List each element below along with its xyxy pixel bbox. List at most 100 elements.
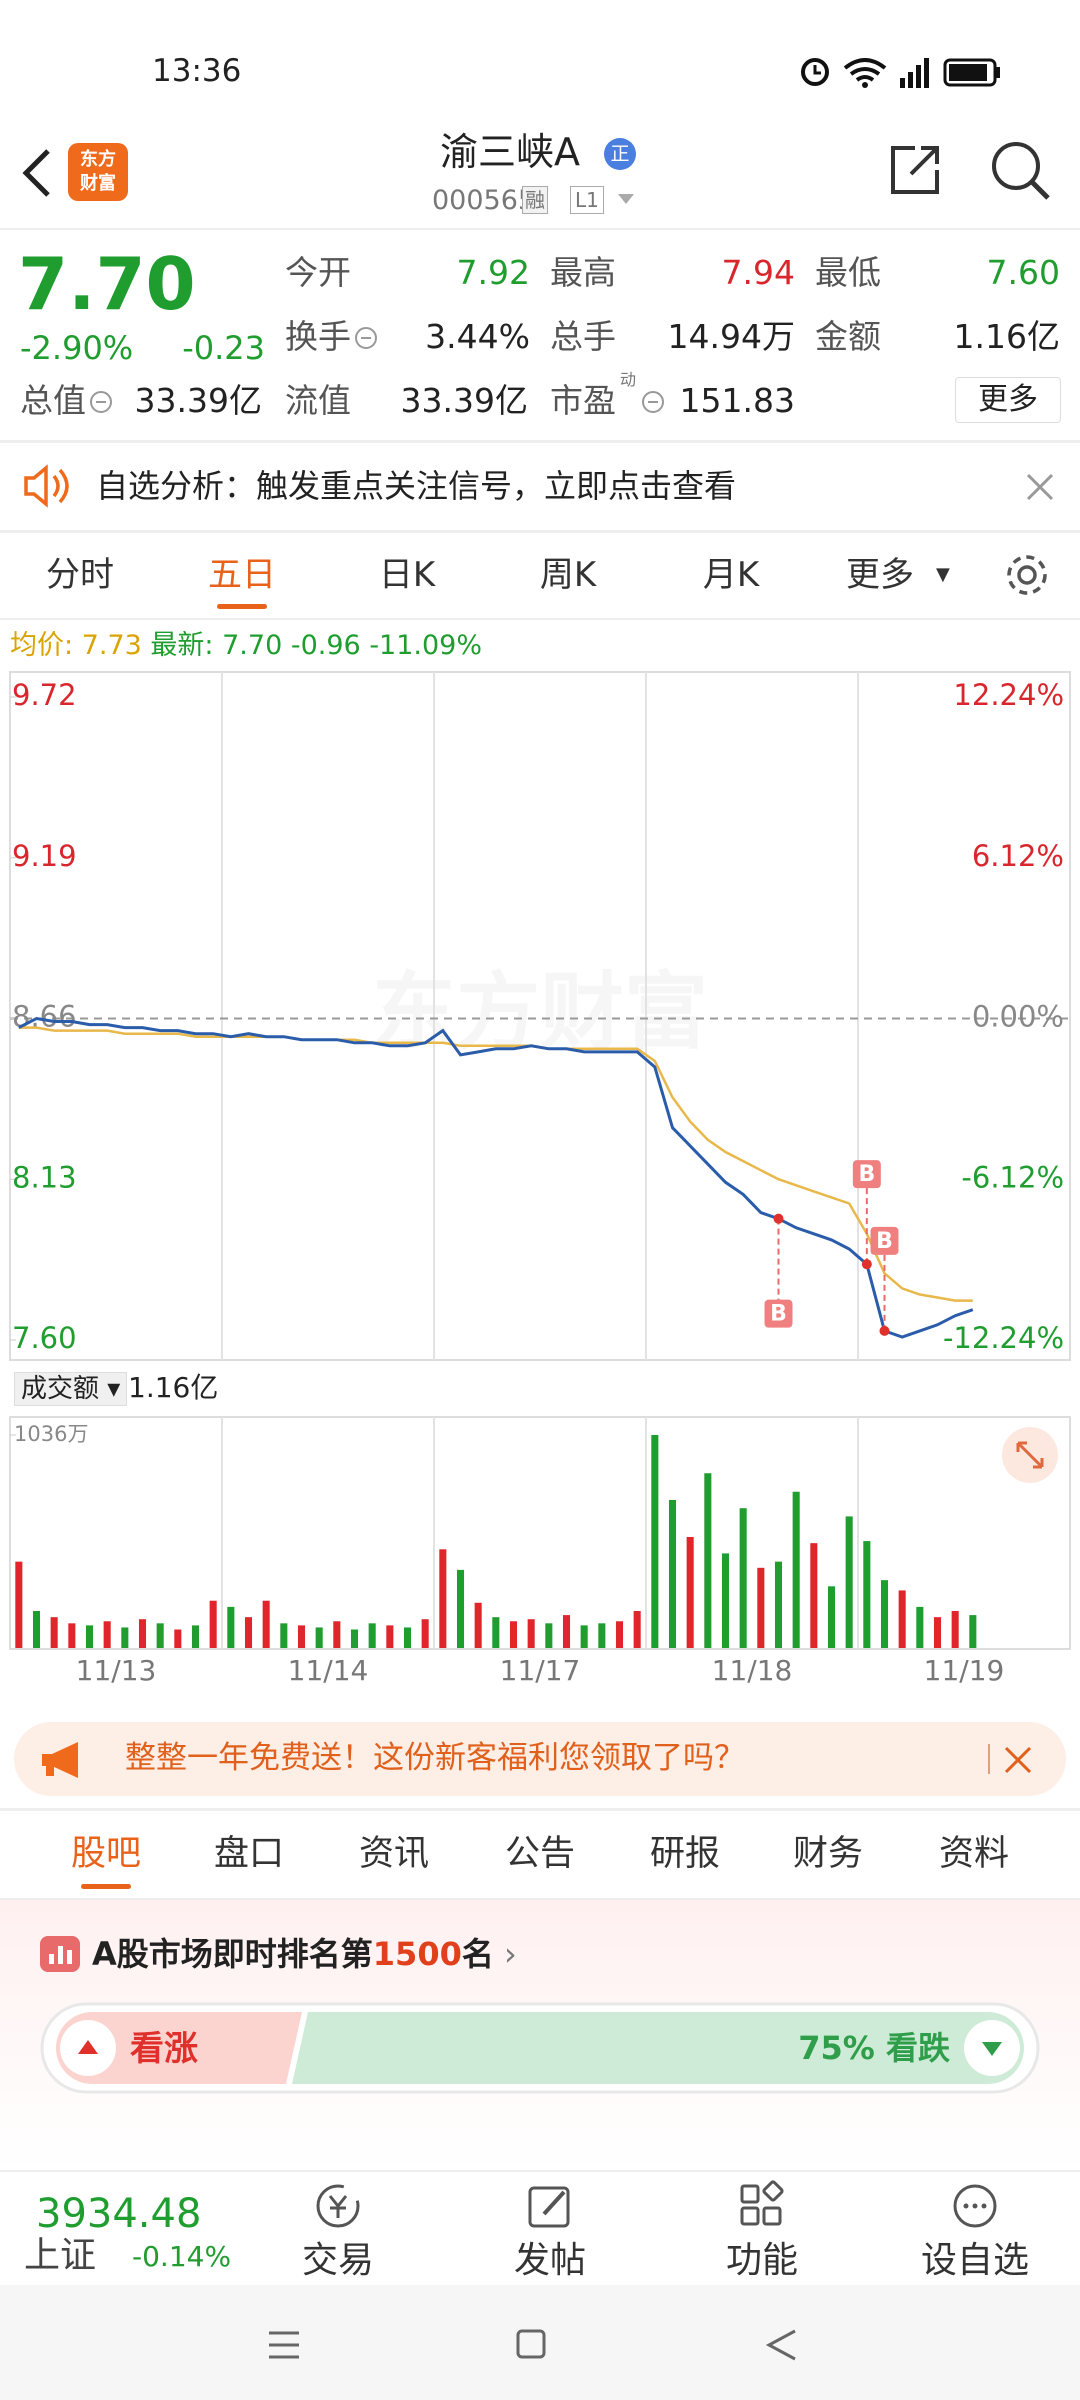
chart: 东方财富 12.24%6.12%0.00%-6.12%-12.24%9.729.… <box>9 671 1071 1687</box>
field-value: 7.92 <box>456 253 530 292</box>
volume-bar <box>174 1629 182 1648</box>
index-change[interactable]: -0.14% <box>132 2240 232 2273</box>
marker-dot <box>861 1259 872 1270</box>
marker-label: B <box>858 1162 875 1187</box>
search-button[interactable] <box>988 138 1052 202</box>
info-icon[interactable] <box>353 325 379 351</box>
volume-bar <box>386 1625 394 1648</box>
system-buttons[interactable] <box>265 2325 815 2365</box>
volume-bar <box>757 1567 765 1648</box>
x-tick-label: 11/19 <box>924 1654 1005 1687</box>
volume-bar <box>138 1619 147 1648</box>
chart-tab[interactable]: 五日 <box>208 555 276 595</box>
divider <box>0 228 1080 230</box>
chart-tab[interactable]: 月K <box>702 555 760 595</box>
y-tick-label: 7.60 <box>12 1321 77 1355</box>
logo-line: 财富 <box>80 173 116 194</box>
content-tab[interactable]: 公告 <box>504 1834 575 1874</box>
field-value: 151.83 <box>679 381 795 420</box>
divider <box>0 1808 1080 1811</box>
back-button[interactable] <box>18 145 58 201</box>
field-value: 7.60 <box>986 253 1060 292</box>
notice-text[interactable]: 自选分析：触发重点关注信号，立即点击查看 <box>96 467 737 505</box>
field-label: 最低 <box>815 253 881 292</box>
y2-tick-label: -12.24% <box>943 1321 1064 1355</box>
volume-bar <box>297 1625 306 1648</box>
volume-bar <box>880 1580 889 1648</box>
vote-bar[interactable] <box>40 2002 1040 2094</box>
volume-bar <box>668 1499 677 1648</box>
marker-label: B <box>770 1302 787 1327</box>
content-tab[interactable]: 资讯 <box>358 1834 429 1874</box>
volume-bar <box>474 1602 482 1648</box>
settings-button[interactable] <box>1003 551 1051 599</box>
watchlist-icon <box>953 2184 997 2228</box>
vote-down[interactable]: 75% 看跌 <box>798 2032 950 2064</box>
volume-bar <box>933 1617 942 1648</box>
volume-total: 1.16亿 <box>128 1371 219 1404</box>
nav-label[interactable]: 设自选 <box>920 2240 1029 2281</box>
more-button[interactable]: 更多 <box>955 377 1061 423</box>
content-tab[interactable]: 盘口 <box>213 1834 284 1874</box>
latest-change: -0.96 <box>290 630 361 661</box>
chart-tab[interactable]: 更多 <box>846 555 914 595</box>
volume-frame <box>9 1416 1071 1650</box>
content-tab[interactable]: 股吧 <box>70 1834 141 1874</box>
volume-bar <box>721 1553 730 1648</box>
volume-bar <box>103 1621 111 1648</box>
ad-banner[interactable] <box>14 1722 1066 1796</box>
share-button[interactable] <box>885 140 945 200</box>
chart-tab[interactable]: 周K <box>539 555 597 595</box>
volume-bar <box>280 1623 288 1648</box>
vote-up[interactable]: 看涨 <box>130 2029 198 2069</box>
tab-underline <box>217 604 267 609</box>
info-icon[interactable] <box>640 389 666 415</box>
nav-label[interactable]: 功能 <box>725 2240 798 2281</box>
divider <box>0 530 1080 533</box>
chart-tab[interactable]: 分时 <box>46 555 114 595</box>
volume-bar <box>704 1473 712 1648</box>
avg-label: 均价: <box>10 630 74 661</box>
index-value[interactable]: 3934.48 <box>36 2191 202 2237</box>
volume-bar <box>739 1508 747 1648</box>
stock-code: 000565 <box>432 185 536 216</box>
status-time: 13:36 <box>152 53 242 89</box>
nav-label[interactable]: 交易 <box>301 2240 374 2281</box>
volume-bar <box>774 1561 783 1648</box>
avg-value: 7.73 <box>81 630 142 661</box>
content-tab[interactable]: 研报 <box>649 1834 720 1874</box>
volume-bar <box>209 1600 217 1648</box>
volume-bar <box>509 1621 518 1648</box>
content-tab[interactable]: 资料 <box>938 1834 1009 1874</box>
volume-bar <box>598 1623 606 1648</box>
dropdown-arrow[interactable] <box>616 192 636 206</box>
volume-bar <box>969 1615 977 1648</box>
stock-badge: 正 <box>604 138 636 170</box>
speaker-icon <box>24 464 69 508</box>
content-tab[interactable]: 财务 <box>792 1834 863 1874</box>
chart-tab[interactable]: 日K <box>378 555 436 595</box>
y2-tick-label: 0.00% <box>972 1000 1064 1034</box>
volume-bar <box>156 1623 164 1648</box>
field-label: 总值 <box>20 381 86 420</box>
volume-bar <box>121 1627 129 1648</box>
price-line <box>18 1016 974 1339</box>
volume-selector[interactable]: 成交额 ▾ <box>14 1372 128 1406</box>
ranking-text[interactable]: A股市场即时排名第1500名 › <box>92 1935 517 1973</box>
nav-label[interactable]: 发帖 <box>513 2240 586 2281</box>
volume-bar <box>32 1610 41 1648</box>
ad-text[interactable]: 整整一年免费送！这份新客福利您领取了吗？ <box>125 1740 745 1776</box>
info-icon[interactable] <box>88 389 114 415</box>
x-tick-label: 11/14 <box>288 1654 369 1687</box>
divider <box>0 1898 1080 1900</box>
volume-title: 成交额 <box>21 1374 100 1404</box>
volume-bar <box>421 1619 429 1648</box>
marker-dot <box>879 1325 890 1336</box>
index-name[interactable]: 上证 <box>24 2235 97 2276</box>
dropdown-caret[interactable]: ▼ <box>936 564 950 585</box>
volume-bar <box>492 1617 500 1648</box>
notice-close[interactable] <box>1025 472 1055 502</box>
ad-close[interactable] <box>1003 1745 1033 1775</box>
volume-bar <box>68 1623 76 1648</box>
marker-box <box>852 1160 881 1189</box>
